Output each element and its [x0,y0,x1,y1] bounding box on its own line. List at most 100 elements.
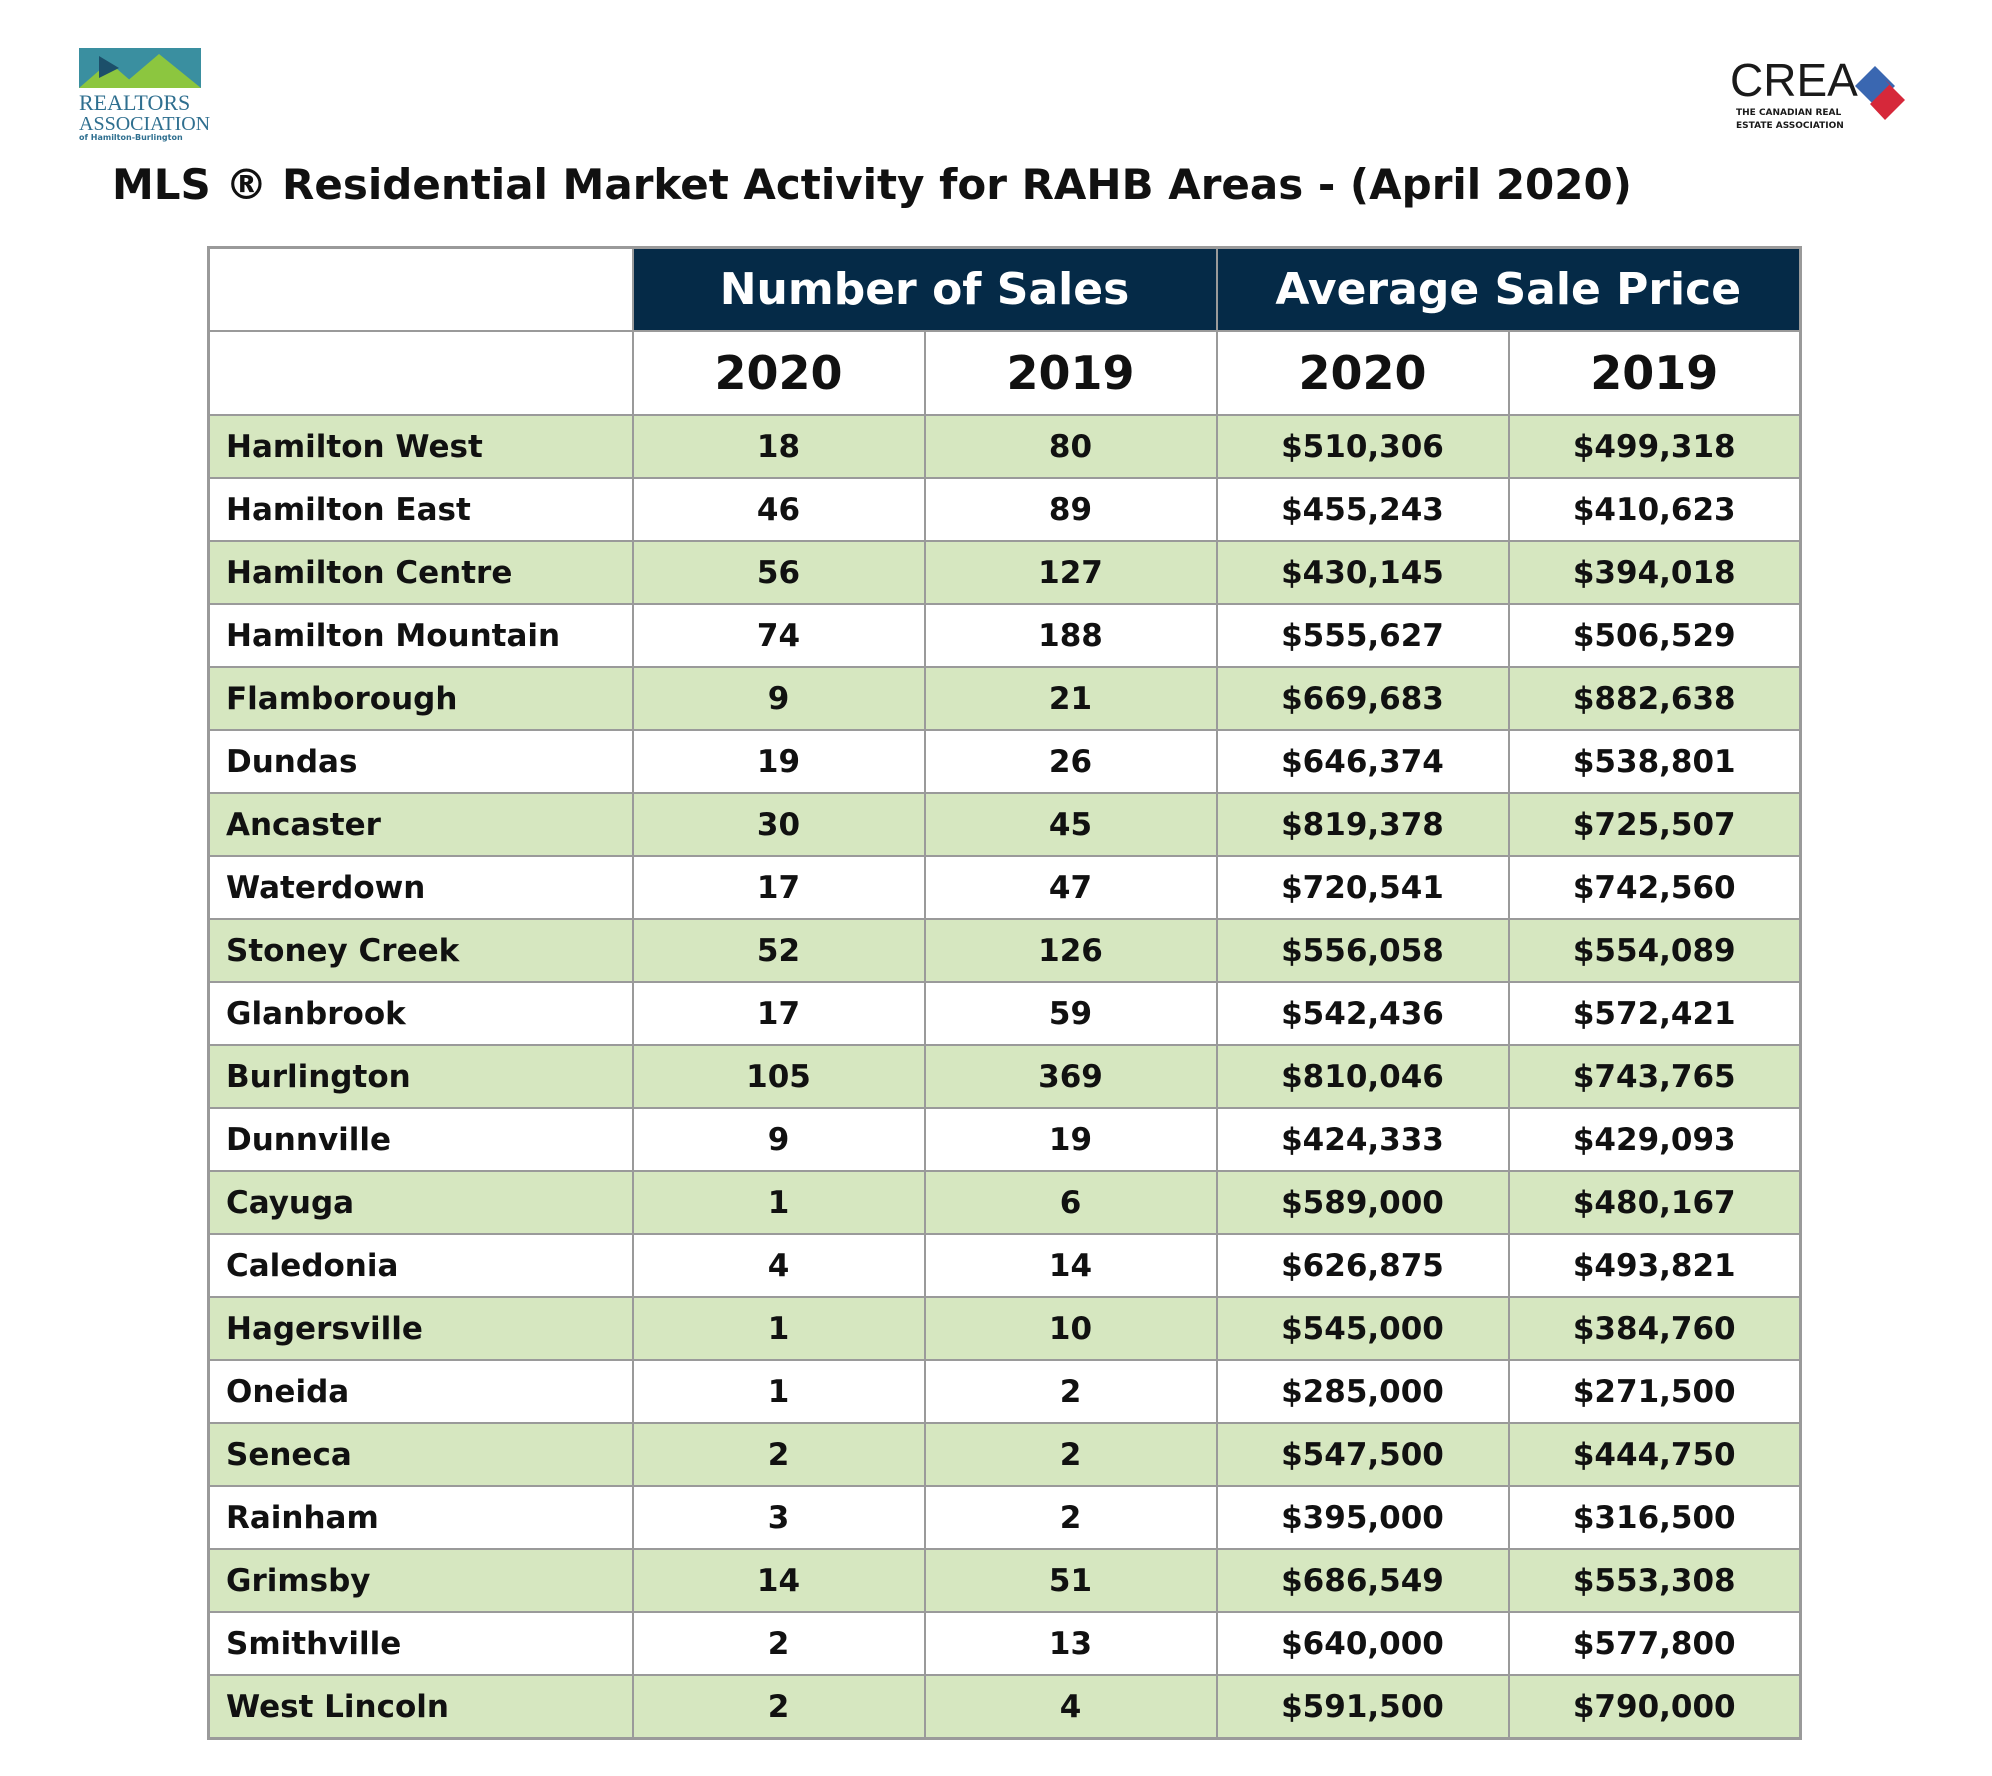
cell-value: $271,500 [1507,1359,1802,1424]
area-name: Waterdown [207,855,634,920]
cell-value: 89 [923,477,1218,542]
cell-value: 10 [923,1296,1218,1361]
cell-value: 47 [923,855,1218,920]
cell-value: $626,875 [1215,1233,1510,1298]
crea-logo: CREA THE CANADIAN REAL ESTATE ASSOCIATIO… [1730,58,1905,131]
cell-value: $572,421 [1507,981,1802,1046]
table-row: Hamilton Centre 56 127 $430,145 $394,018 [207,540,1802,605]
area-name: Smithville [207,1611,634,1676]
table-row: West Lincoln 2 4 $591,500 $790,000 [207,1674,1802,1740]
area-name: Flamborough [207,666,634,731]
table-row: Cayuga 1 6 $589,000 $480,167 [207,1170,1802,1235]
cell-value: 19 [631,729,926,794]
cell-value: 127 [923,540,1218,605]
cell-value: $640,000 [1215,1611,1510,1676]
area-name: Stoney Creek [207,918,634,983]
table-row: Burlington 105 369 $810,046 $743,765 [207,1044,1802,1109]
logo-line: of Hamilton-Burlington [79,133,183,142]
area-name: Grimsby [207,1548,634,1613]
logo-graphic [79,48,201,88]
table-row: Hamilton Mountain 74 188 $555,627 $506,529 [207,603,1802,668]
cell-value: $410,623 [1507,477,1802,542]
year-header: 2020 [1215,330,1510,416]
cell-value: 1 [631,1359,926,1424]
cell-value: $384,760 [1507,1296,1802,1361]
area-name: Caledonia [207,1233,634,1298]
cell-value: $553,308 [1507,1548,1802,1613]
cell-value: 17 [631,855,926,920]
area-name: Hagersville [207,1296,634,1361]
cell-value: $510,306 [1215,414,1510,479]
table-row: Dundas 19 26 $646,374 $538,801 [207,729,1802,794]
cell-value: $669,683 [1215,666,1510,731]
area-name: Ancaster [207,792,634,857]
table-row: Ancaster 30 45 $819,378 $725,507 [207,792,1802,857]
cell-value: 56 [631,540,926,605]
market-table: Number of Sales Average Sale Price 2020 2… [207,246,1802,1740]
cell-value: $810,046 [1215,1044,1510,1109]
area-name: Rainham [207,1485,634,1550]
crea-tagline: ESTATE ASSOCIATION [1736,121,1844,131]
cell-value: 13 [923,1611,1218,1676]
area-name: Hamilton Mountain [207,603,634,668]
cell-value: 45 [923,792,1218,857]
cell-value: 52 [631,918,926,983]
table-row: Glanbrook 17 59 $542,436 $572,421 [207,981,1802,1046]
cell-value: 2 [923,1359,1218,1424]
cell-value: 9 [631,666,926,731]
cell-value: 2 [631,1611,926,1676]
cell-value: $285,000 [1215,1359,1510,1424]
blank-cell [207,246,634,332]
table-row: Hamilton West 18 80 $510,306 $499,318 [207,414,1802,479]
table-row: Waterdown 17 47 $720,541 $742,560 [207,855,1802,920]
cell-value: $556,058 [1215,918,1510,983]
table-row: Hagersville 1 10 $545,000 $384,760 [207,1296,1802,1361]
realtors-logo: REALTORS ASSOCIATION of Hamilton-Burling… [79,48,210,142]
area-name: Dunnville [207,1107,634,1172]
title: MLS ® Residential Market Activity for RA… [112,160,1632,209]
cell-value: $547,500 [1215,1422,1510,1487]
table-row: Flamborough 9 21 $669,683 $882,638 [207,666,1802,731]
cell-value: 14 [631,1548,926,1613]
cell-value: $430,145 [1215,540,1510,605]
group-header: Number of Sales [631,246,1218,332]
cell-value: $743,765 [1507,1044,1802,1109]
area-name: Burlington [207,1044,634,1109]
cell-value: 30 [631,792,926,857]
cell-value: $790,000 [1507,1674,1802,1740]
table-row: Smithville 2 13 $640,000 $577,800 [207,1611,1802,1676]
cell-value: $882,638 [1507,666,1802,731]
area-name: Cayuga [207,1170,634,1235]
cell-value: 4 [923,1674,1218,1740]
cell-value: $394,018 [1507,540,1802,605]
cell-value: 369 [923,1044,1218,1109]
cell-value: 74 [631,603,926,668]
cell-value: 2 [631,1674,926,1740]
area-name: Hamilton East [207,477,634,542]
table-row: Hamilton East 46 89 $455,243 $410,623 [207,477,1802,542]
cell-value: $316,500 [1507,1485,1802,1550]
cell-value: 26 [923,729,1218,794]
cell-value: 51 [923,1548,1218,1613]
cell-value: $589,000 [1215,1170,1510,1235]
cell-value: 14 [923,1233,1218,1298]
crea-name: CREA [1730,58,1858,106]
cell-value: $686,549 [1215,1548,1510,1613]
cell-value: $742,560 [1507,855,1802,920]
cell-value: $555,627 [1215,603,1510,668]
cell-value: 4 [631,1233,926,1298]
table-row: Oneida 1 2 $285,000 $271,500 [207,1359,1802,1424]
cell-value: $646,374 [1215,729,1510,794]
area-name: Hamilton Centre [207,540,634,605]
cell-value: $545,000 [1215,1296,1510,1361]
cell-value: 17 [631,981,926,1046]
cell-value: 2 [923,1485,1218,1550]
cell-value: $725,507 [1507,792,1802,857]
cell-value: 126 [923,918,1218,983]
table-row: Stoney Creek 52 126 $556,058 $554,089 [207,918,1802,983]
area-name: Dundas [207,729,634,794]
cell-value: $455,243 [1215,477,1510,542]
cell-value: $499,318 [1507,414,1802,479]
cell-value: $542,436 [1215,981,1510,1046]
